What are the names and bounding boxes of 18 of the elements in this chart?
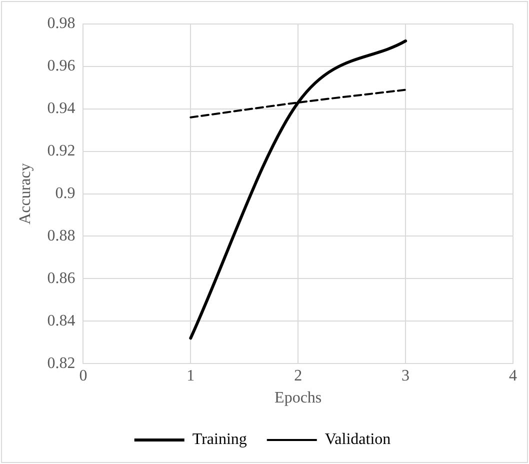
x-tick-label: 2	[294, 367, 302, 384]
y-axis-title: Accuracy	[16, 163, 34, 224]
legend-label: Validation	[324, 431, 391, 448]
y-tick-label: 0.92	[47, 142, 76, 160]
x-tick-label: 1	[186, 367, 195, 384]
y-tick-label: 0.94	[47, 100, 76, 118]
y-tick-label: 0.82	[47, 354, 76, 372]
x-tick-label: 3	[402, 367, 410, 384]
y-tick-label: 0.86	[47, 270, 76, 287]
y-tick-label: 0.98	[47, 15, 76, 32]
y-tick-label: 0.84	[47, 312, 76, 330]
y-tick-label: 0.96	[47, 58, 76, 75]
x-tick-label: 0	[79, 367, 88, 384]
y-tick-label: 0.9	[55, 185, 76, 202]
x-tick-label: 4	[509, 367, 517, 384]
y-tick-label: 0.88	[47, 227, 76, 244]
legend-label: Training	[192, 431, 247, 448]
x-axis-title: Epochs	[274, 390, 322, 407]
